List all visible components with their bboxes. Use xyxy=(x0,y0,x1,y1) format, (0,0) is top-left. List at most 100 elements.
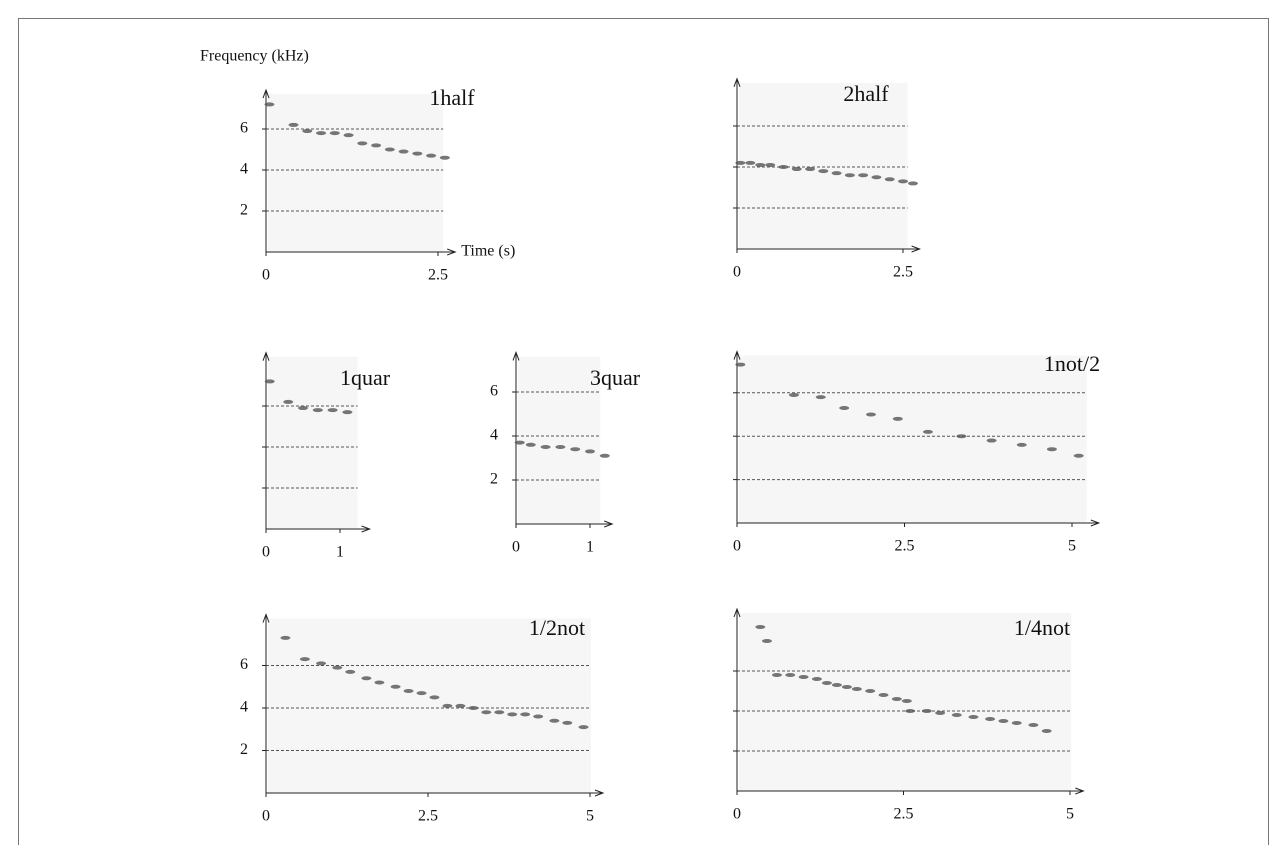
panel-title: 1/2not xyxy=(529,615,585,640)
syllable xyxy=(374,680,385,685)
x-tick-label: 5 xyxy=(1068,538,1076,555)
syllable xyxy=(555,445,566,449)
syllable xyxy=(562,720,573,725)
syllable xyxy=(839,405,850,410)
syllable xyxy=(735,160,746,165)
syllable xyxy=(398,149,409,154)
syllable xyxy=(778,165,789,169)
syllable xyxy=(884,177,895,182)
syllable xyxy=(316,131,327,136)
syllable xyxy=(585,449,595,454)
syllable xyxy=(735,362,746,367)
syllable xyxy=(755,625,766,629)
plot-background xyxy=(268,94,444,252)
syllable xyxy=(986,438,997,443)
syllable xyxy=(968,715,979,719)
syllable xyxy=(985,717,996,721)
panel-title: 1not/2 xyxy=(1044,351,1100,376)
syllable xyxy=(357,141,368,146)
x-tick-label: 2.5 xyxy=(418,808,438,825)
syllable xyxy=(791,167,802,172)
syllable xyxy=(312,408,323,413)
syllable xyxy=(494,710,505,715)
x-axis-arrow xyxy=(361,525,372,533)
syllable xyxy=(345,669,356,674)
syllable xyxy=(412,151,423,156)
syllable xyxy=(765,162,776,167)
syllable xyxy=(403,689,414,693)
syllable xyxy=(831,171,842,176)
syllable xyxy=(865,689,876,693)
syllable xyxy=(384,147,395,152)
syllable xyxy=(264,102,275,107)
syllable xyxy=(771,673,782,677)
y-axis-label: Frequency (kHz) xyxy=(200,48,309,65)
syllable xyxy=(507,712,518,717)
syllable xyxy=(1046,447,1057,452)
syllable xyxy=(907,181,918,186)
y-axis-arrow xyxy=(262,613,270,623)
y-tick-label: 2 xyxy=(240,202,248,219)
plot-background xyxy=(268,356,358,529)
syllable xyxy=(298,406,308,411)
x-axis-arrow xyxy=(911,245,922,253)
syllable xyxy=(327,408,338,413)
x-tick-label: 5 xyxy=(586,808,594,825)
panel-title: 3quar xyxy=(590,365,641,390)
syllable xyxy=(831,683,842,687)
figure-border xyxy=(18,18,1269,845)
syllable xyxy=(416,691,427,696)
syllable xyxy=(788,392,799,397)
syllable xyxy=(998,719,1009,723)
syllable xyxy=(841,685,852,689)
x-tick-label: 5 xyxy=(1066,806,1074,823)
syllable xyxy=(815,395,826,400)
syllable xyxy=(520,712,531,717)
x-axis-arrow xyxy=(604,520,614,528)
syllable xyxy=(901,699,912,703)
syllable xyxy=(283,399,294,404)
syllable xyxy=(549,718,560,723)
syllable xyxy=(343,133,354,138)
x-tick-label: 2.5 xyxy=(428,267,448,284)
y-axis-arrow xyxy=(733,77,741,88)
syllable xyxy=(851,687,862,691)
y-tick-label: 6 xyxy=(490,383,498,400)
syllable xyxy=(439,155,450,160)
syllable xyxy=(525,442,536,447)
x-tick-label: 0 xyxy=(512,539,520,556)
syllable xyxy=(514,440,525,445)
panel-title: 1/4not xyxy=(1014,615,1070,640)
syllable xyxy=(533,714,544,719)
syllable xyxy=(858,173,869,178)
syllable xyxy=(891,697,902,701)
y-axis-arrow xyxy=(262,351,270,361)
y-tick-label: 4 xyxy=(240,699,248,716)
syllable xyxy=(599,453,610,458)
y-tick-label: 4 xyxy=(240,161,248,178)
y-axis-arrow xyxy=(512,350,520,361)
x-axis-arrow xyxy=(1075,787,1085,795)
syllable xyxy=(1041,729,1052,733)
syllable xyxy=(892,416,903,421)
plot-background xyxy=(739,355,1087,523)
syllable xyxy=(371,143,382,148)
syllable xyxy=(361,676,372,681)
syllable xyxy=(342,410,353,415)
syllable xyxy=(921,709,932,713)
x-tick-label: 0 xyxy=(733,806,741,823)
x-tick-label: 0 xyxy=(262,267,270,284)
y-tick-label: 6 xyxy=(240,120,248,137)
syllable xyxy=(1073,453,1084,458)
syllable xyxy=(898,179,908,184)
y-axis-arrow xyxy=(733,350,741,360)
syllable xyxy=(299,657,310,662)
syllable xyxy=(455,703,466,708)
x-axis-label: Time (s) xyxy=(461,243,515,260)
syllable xyxy=(442,703,453,708)
syllable xyxy=(426,153,437,158)
syllable xyxy=(798,675,809,679)
syllable xyxy=(316,661,327,666)
syllable xyxy=(329,131,340,136)
